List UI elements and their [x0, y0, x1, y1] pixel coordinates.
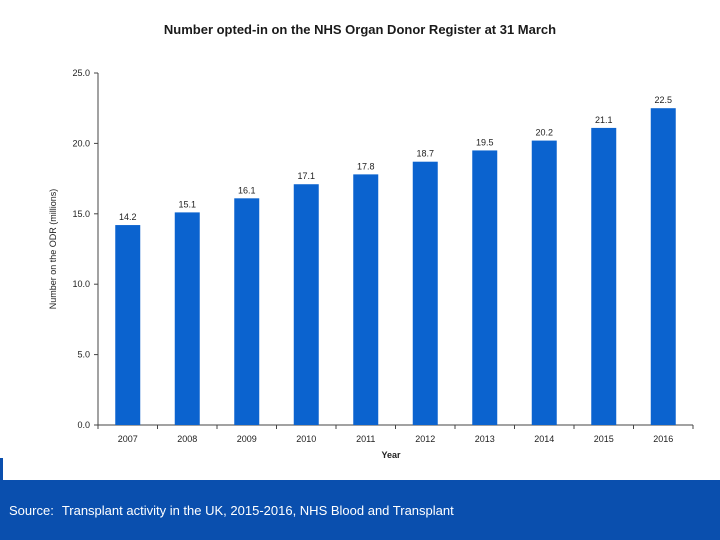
bar-value-label: 14.2 — [119, 212, 137, 222]
x-tick-label: 2008 — [177, 434, 197, 444]
x-tick-label: 2016 — [653, 434, 673, 444]
source-footer: Source: Transplant activity in the UK, 20… — [0, 480, 720, 540]
x-tick-label: 2009 — [237, 434, 257, 444]
y-tick-label: 25.0 — [72, 68, 90, 78]
y-axis-label: Number on the ODR (millions) — [48, 189, 58, 310]
bar-2008 — [174, 212, 200, 425]
bar-value-label: 17.8 — [357, 161, 375, 171]
bar-value-labels: 14.2 15.1 16.1 17.1 17.8 18.7 19.5 20.2 21.1 22.5 — [119, 95, 672, 222]
y-tick-label: 20.0 — [72, 138, 90, 148]
y-axis: 0.0 5.0 10.0 15.0 20.0 25.0 — [72, 68, 99, 430]
bar-2007 — [115, 225, 141, 425]
bar-value-label: 21.1 — [595, 115, 613, 125]
bars — [115, 108, 676, 426]
x-tick-label: 2007 — [118, 434, 138, 444]
x-tick-label: 2010 — [296, 434, 316, 444]
x-tick-label: 2013 — [475, 434, 495, 444]
x-tick-label: 2012 — [415, 434, 435, 444]
chart-title: Number opted-in on the NHS Organ Donor R… — [163, 22, 557, 37]
bar-value-label: 18.7 — [416, 149, 434, 159]
bar-2014 — [531, 140, 557, 426]
bar-2016 — [650, 108, 676, 425]
y-tick-label: 15.0 — [72, 209, 90, 219]
y-tick-label: 10.0 — [72, 279, 90, 289]
bar-2010 — [293, 184, 319, 425]
bar-2011 — [353, 174, 379, 425]
source-text: Transplant activity in the UK, 2015-2016… — [61, 503, 454, 518]
y-tick-label: 5.0 — [77, 350, 90, 360]
bar-value-label: 20.2 — [535, 128, 553, 138]
bar-2013 — [472, 150, 498, 425]
x-axis: 2007 2008 2009 2010 2011 2012 2013 2014 2015 2016 — [97, 424, 694, 444]
bar-value-label: 17.1 — [297, 171, 315, 181]
bar-value-label: 19.5 — [476, 137, 494, 147]
bar-chart: 0.05.010.015.020.025.0 2007 2008 2009 2010 2… — [48, 68, 694, 460]
bar-value-label: 16.1 — [238, 185, 256, 195]
bar-2015 — [591, 127, 617, 426]
source-citation: Source: Transplant activity in the UK, 20… — [9, 503, 454, 518]
bar-value-label: 15.1 — [178, 199, 196, 209]
left-accent-bar — [0, 458, 3, 480]
x-tick-label: 2015 — [594, 434, 614, 444]
source-label: Source: — [9, 503, 54, 518]
x-axis-label: Year — [381, 450, 401, 460]
y-tick-label: 0.0 — [77, 420, 90, 430]
bar-2012 — [412, 161, 438, 426]
x-tick-label: 2014 — [534, 434, 554, 444]
x-tick-label: 2011 — [356, 434, 375, 444]
bar-value-label: 22.5 — [654, 95, 672, 105]
bar-2009 — [234, 198, 260, 425]
